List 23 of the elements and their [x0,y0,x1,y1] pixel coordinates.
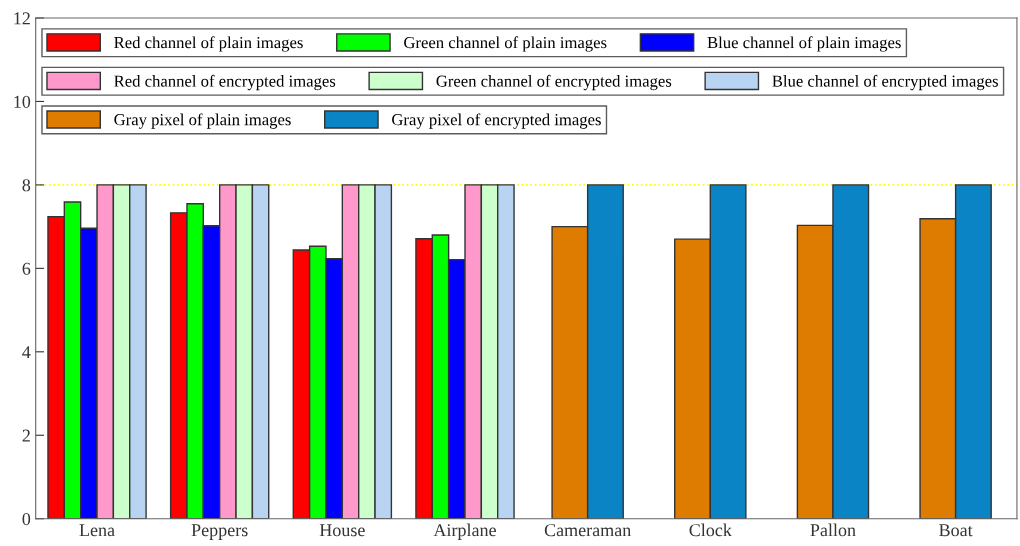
y-tick-label: 8 [22,179,31,192]
y-tick-label: 6 [22,262,31,275]
legend-label: Red channel of encrypted images [114,74,336,91]
x-tick-label: Cameraman [544,524,631,537]
y-tick-label: 12 [14,12,30,25]
y-tick-label: 4 [22,346,31,359]
legend-label: Green channel of plain images [404,36,607,52]
legend-label: Gray pixel of encrypted images [392,113,601,129]
x-tick-label: Boat [939,524,973,537]
x-tick-label: Lena [79,524,115,537]
legend-label: Gray pixel of plain images [114,113,291,129]
x-tick-label: Airplane [433,523,496,540]
x-tick-label: Pallon [810,523,856,537]
x-tick-label: Peppers [191,524,248,540]
y-tick-label: 2 [22,429,30,442]
y-tick-label: 10 [14,95,31,108]
x-tick-label: House [319,524,365,537]
legend-label: Blue channel of plain images [707,36,901,52]
legend-label: Green channel of encrypted images [436,74,672,91]
x-tick-label: Clock [689,523,732,537]
legend-label: Blue channel of encrypted images [772,74,998,91]
legend-label: Red channel of plain images [114,36,303,52]
y-tick-label: 0 [22,512,31,526]
